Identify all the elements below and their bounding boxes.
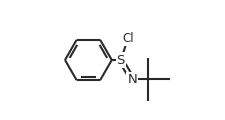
Text: N: N bbox=[127, 73, 137, 86]
Text: Cl: Cl bbox=[122, 32, 133, 45]
Text: S: S bbox=[116, 54, 124, 66]
